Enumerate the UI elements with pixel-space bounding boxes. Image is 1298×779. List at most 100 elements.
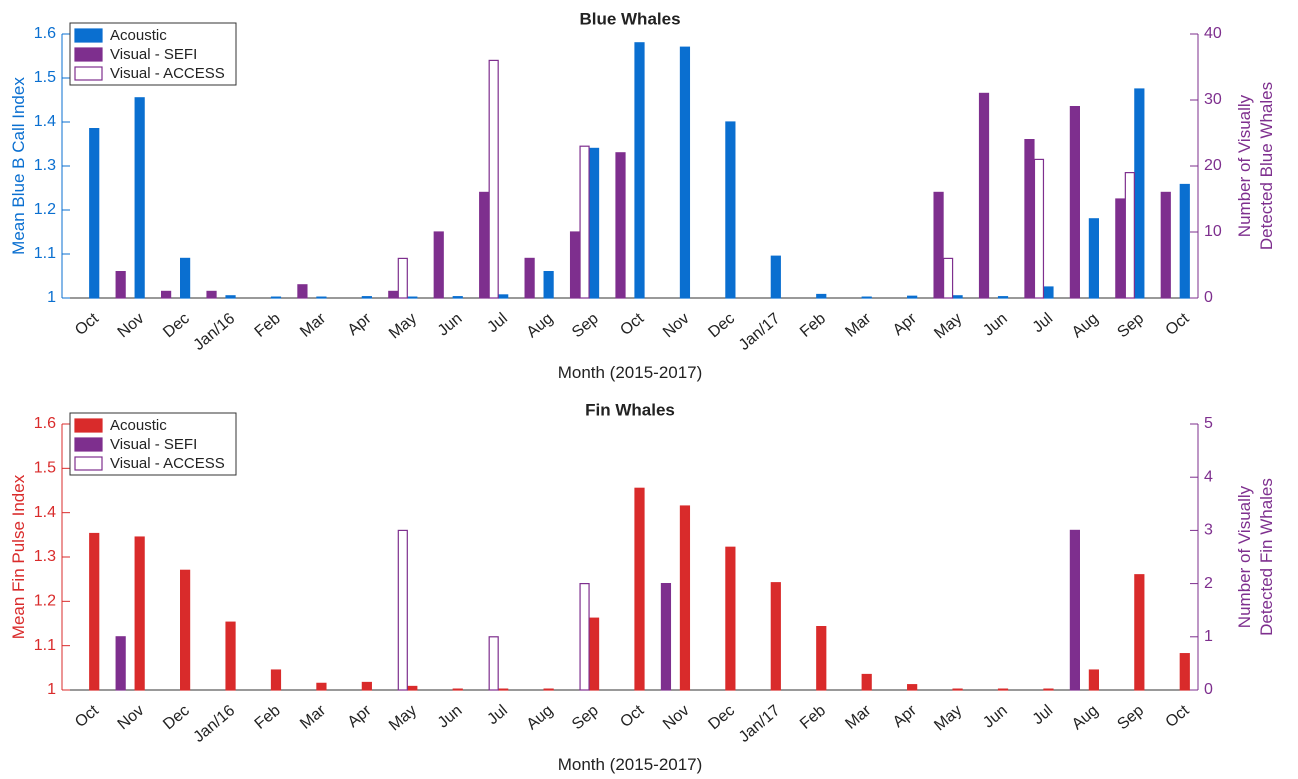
- x-tick-label: Oct: [617, 702, 647, 731]
- y-tick-label: 1.2: [34, 593, 56, 610]
- bar: [452, 688, 463, 691]
- bar: [660, 582, 672, 691]
- x-tick-label: May: [931, 702, 965, 734]
- bar: [115, 271, 126, 299]
- y-tick-label: 1.5: [34, 460, 56, 477]
- legend-swatch: [74, 66, 103, 81]
- bar: [225, 295, 236, 299]
- bar: [1069, 529, 1081, 691]
- legend-label: Visual - SEFI: [110, 436, 197, 453]
- x-tick-label: Nov: [660, 310, 693, 341]
- bar: [615, 152, 626, 299]
- x-tick-label: Mar: [297, 702, 330, 733]
- bar: [1043, 688, 1054, 691]
- bar: [816, 293, 827, 299]
- x-tick-label: Dec: [705, 702, 738, 733]
- y-tick-label: 1.1: [34, 245, 56, 262]
- legend-swatch: [74, 456, 103, 471]
- x-tick-label: Apr: [890, 702, 921, 731]
- bar: [907, 684, 918, 691]
- bar: [861, 296, 872, 299]
- bar: [1134, 88, 1145, 299]
- x-tick-label: Jun: [980, 702, 1011, 732]
- x-tick-label: Jun: [435, 310, 466, 340]
- y-tick-label: 1: [47, 681, 56, 698]
- bar: [634, 487, 645, 691]
- bar: [543, 271, 554, 299]
- bar: [933, 191, 944, 299]
- y2-tick-label: 2: [1204, 575, 1213, 592]
- y2-tick-label: 30: [1204, 91, 1222, 108]
- y2-tick-label: 40: [1204, 25, 1222, 42]
- y-tick-label: 1.4: [34, 504, 56, 521]
- x-tick-label: Dec: [705, 310, 738, 341]
- x-tick-label: Mar: [842, 702, 875, 733]
- bar: [1069, 105, 1081, 299]
- x-tick-label: Oct: [1163, 310, 1193, 339]
- x-tick-label: Jul: [1030, 702, 1057, 728]
- bar: [1179, 183, 1190, 299]
- bar: [978, 92, 990, 299]
- bar: [524, 257, 535, 299]
- x-tick-label: Sep: [569, 310, 602, 341]
- bar: [270, 296, 282, 299]
- bar: [316, 296, 327, 299]
- bar: [770, 255, 781, 299]
- bar: [361, 681, 372, 691]
- x-tick-label: Aug: [1069, 702, 1102, 733]
- legend-label: Acoustic: [110, 417, 167, 434]
- y2-tick-label: 0: [1204, 681, 1213, 698]
- bar: [161, 290, 172, 299]
- x-tick-label: Dec: [160, 702, 193, 733]
- bar: [89, 532, 100, 691]
- bar: [498, 688, 509, 691]
- y-tick-label: 1.4: [34, 113, 56, 130]
- x-tick-label: Jan/17: [736, 702, 784, 746]
- bar: [679, 505, 691, 691]
- x-tick-label: Oct: [72, 702, 102, 731]
- bar: [952, 688, 963, 691]
- bar: [1043, 286, 1054, 299]
- x-tick-label: Jun: [435, 702, 466, 732]
- x-tick-label: Apr: [345, 310, 376, 339]
- x-tick-label: Aug: [524, 310, 557, 341]
- x-tick-label: Apr: [345, 702, 376, 731]
- bar: [1024, 139, 1035, 299]
- bar: [397, 257, 408, 299]
- legend-label: Acoustic: [110, 27, 167, 44]
- bar: [407, 685, 418, 691]
- x-tick-label: Oct: [617, 310, 647, 339]
- bar: [634, 42, 645, 299]
- x-tick-label: Sep: [1114, 702, 1147, 733]
- x-tick-label: Nov: [115, 310, 148, 341]
- y2-axis-title: Number of Visually: [1235, 485, 1254, 628]
- bar: [1088, 669, 1100, 691]
- x-tick-label: Jan/16: [191, 310, 239, 354]
- bar: [397, 529, 408, 691]
- bar: [770, 582, 781, 691]
- bar: [1134, 574, 1145, 691]
- bar: [488, 59, 499, 299]
- y-tick-label: 1.6: [34, 25, 56, 42]
- legend-label: Visual - ACCESS: [110, 455, 225, 472]
- bar: [1088, 218, 1100, 299]
- bar: [488, 636, 499, 691]
- y-tick-label: 1.3: [34, 548, 56, 565]
- y2-axis-title: Detected Fin Whales: [1257, 478, 1276, 636]
- legend-label: Visual - SEFI: [110, 46, 197, 63]
- bar: [1160, 191, 1171, 299]
- y2-axis-title: Detected Blue Whales: [1257, 82, 1276, 250]
- x-tick-label: Jul: [484, 702, 511, 728]
- x-tick-label: Aug: [1069, 310, 1102, 341]
- x-tick-label: May: [386, 702, 420, 734]
- bar: [297, 284, 308, 299]
- x-tick-label: Nov: [660, 702, 693, 733]
- legend-swatch: [74, 28, 103, 43]
- bar: [180, 257, 191, 299]
- y2-tick-label: 0: [1204, 289, 1213, 306]
- bar: [1033, 158, 1045, 299]
- bar: [134, 97, 145, 299]
- bar: [1179, 653, 1190, 691]
